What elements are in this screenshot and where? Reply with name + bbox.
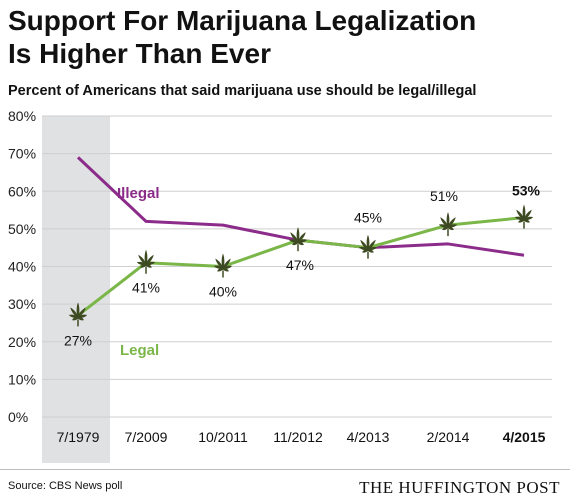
leaf-icon — [213, 253, 233, 278]
data-label-legal: 40% — [209, 284, 237, 300]
x-tick-label: 4/2015 — [503, 429, 546, 445]
highlight-band-1979 — [42, 116, 110, 463]
x-tick-label: 7/2009 — [125, 429, 168, 445]
leaf-blade — [144, 263, 152, 268]
line-chart: 0% 10% 20% 30% 40% 50% 60% 70% 80% 7/1979 7/2009 10… — [8, 108, 552, 463]
leaf-icon — [136, 249, 156, 274]
x-tick-label: 4/2013 — [347, 429, 390, 445]
x-tick-label: 11/2012 — [273, 429, 323, 445]
leaf-icon — [514, 204, 534, 229]
y-tick-label: 0% — [8, 409, 28, 425]
data-label-legal: 53% — [512, 183, 541, 199]
title-line-1: Support For Marijuana Legalization — [8, 5, 477, 36]
y-tick-label: 40% — [8, 259, 36, 275]
y-tick-label: 20% — [8, 334, 36, 350]
leaf-blade — [76, 316, 84, 321]
series-label-illegal: Illegal — [117, 185, 160, 202]
leaf-blade — [366, 248, 374, 253]
x-tick-label: 2/2014 — [427, 429, 470, 445]
y-tick-label: 60% — [8, 183, 36, 199]
leaf-icon — [438, 212, 458, 237]
data-label-legal: 27% — [64, 332, 92, 348]
x-tick-label: 7/1979 — [57, 429, 100, 445]
leaf-icon — [288, 227, 308, 252]
leaf-blade — [296, 241, 304, 246]
leaf-blade — [446, 226, 454, 231]
leaf-blade — [522, 218, 530, 223]
chart-title: Support For Marijuana Legalization Is Hi… — [8, 4, 476, 70]
y-tick-label: 50% — [8, 221, 36, 237]
data-label-legal: 51% — [430, 188, 458, 204]
series-label-legal: Legal — [120, 342, 159, 359]
leaf-icon — [358, 234, 378, 259]
source-note: Source: CBS News poll — [8, 480, 123, 492]
y-tick-label: 80% — [8, 108, 36, 124]
y-tick-label: 70% — [8, 146, 36, 162]
title-line-2: Is Higher Than Ever — [8, 38, 271, 69]
data-label-legal: 41% — [132, 280, 160, 296]
y-tick-label: 10% — [8, 371, 36, 387]
leaf-blade — [221, 267, 229, 272]
data-label-legal: 45% — [354, 210, 382, 226]
data-label-legal: 47% — [286, 257, 314, 273]
footer-divider — [0, 469, 570, 470]
y-tick-label: 30% — [8, 296, 36, 312]
publisher-logo: THE HUFFINGTON POST — [359, 478, 560, 497]
chart-subtitle: Percent of Americans that said marijuana… — [8, 83, 477, 99]
x-tick-label: 10/2011 — [198, 429, 248, 445]
leaf-icon — [68, 302, 88, 327]
